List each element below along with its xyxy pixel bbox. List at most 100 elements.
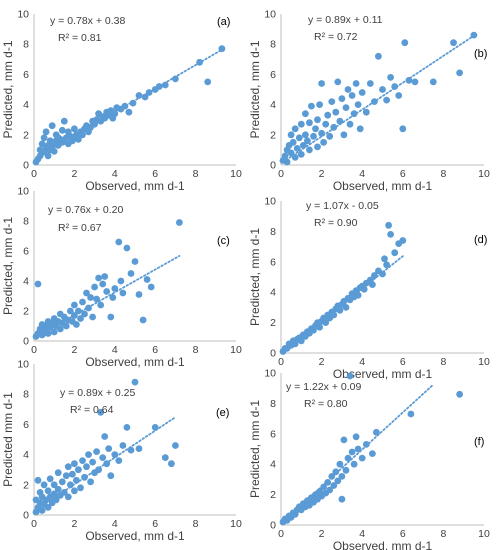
chart-panel-6: 0 2 4 6 8 10 0 2 4 6 8 10 Observed, mm d-1 Predicted,…	[248, 368, 490, 550]
data-point	[46, 475, 54, 483]
data-point	[34, 280, 42, 288]
y-axis-title: Predicted, mm d-1	[248, 228, 262, 326]
data-point	[176, 219, 183, 226]
data-point	[44, 504, 52, 511]
x-tick-label: 6	[400, 356, 406, 368]
x-axis-title: Observed, mm d-1	[333, 179, 433, 193]
x-tick-label: 4	[359, 528, 365, 540]
data-point	[302, 131, 309, 139]
data-point	[405, 77, 413, 84]
data-point	[67, 307, 74, 315]
data-point	[147, 283, 155, 291]
panel-label: (a)	[217, 16, 230, 28]
data-point	[131, 258, 139, 265]
y-tick-label: 0	[23, 336, 29, 348]
r-squared-label: R² = 0.67	[58, 222, 102, 234]
x-tick-label: 4	[359, 356, 365, 368]
data-point	[89, 458, 96, 466]
y-tick-label: 8	[23, 216, 29, 228]
data-point	[64, 463, 72, 471]
x-tick-label: 2	[319, 528, 325, 540]
data-point	[302, 110, 309, 118]
y-tick-label: 2	[270, 129, 276, 141]
data-point	[456, 69, 463, 77]
trendline	[282, 383, 435, 523]
data-point	[79, 457, 86, 464]
data-point	[135, 291, 143, 298]
data-point	[135, 445, 143, 452]
x-tick-label: 2	[319, 168, 325, 180]
y-tick-label: 6	[270, 428, 276, 440]
data-point	[172, 442, 179, 449]
y-tick-label: 6	[23, 246, 29, 258]
x-tick-label: 6	[152, 344, 158, 356]
data-point	[334, 477, 342, 485]
r-squared-label: R² = 0.80	[304, 398, 348, 410]
data-point	[123, 424, 131, 431]
x-tick-label: 10	[478, 356, 490, 368]
y-tick-label: 8	[23, 389, 29, 401]
data-point	[387, 231, 394, 238]
data-point	[366, 80, 374, 87]
y-tick-label: 0	[270, 160, 276, 172]
y-tick-label: 6	[270, 69, 276, 81]
data-point	[387, 74, 394, 81]
data-point	[299, 142, 307, 149]
data-point	[348, 448, 356, 456]
data-point	[287, 131, 295, 139]
data-point	[344, 454, 352, 462]
data-point	[306, 119, 313, 127]
data-point	[48, 122, 56, 130]
data-point	[93, 448, 100, 455]
data-point	[342, 104, 350, 111]
y-tick-label: 4	[23, 449, 29, 461]
data-point	[64, 493, 72, 501]
data-point	[50, 148, 58, 155]
data-point	[293, 145, 301, 152]
panel-label: (d)	[474, 234, 487, 246]
y-tick-label: 10	[264, 9, 276, 21]
data-point	[324, 479, 332, 486]
x-tick-label: 8	[193, 344, 199, 356]
data-point	[358, 89, 366, 96]
y-tick-label: 0	[23, 510, 29, 522]
data-point	[119, 442, 127, 449]
x-tick-label: 6	[400, 168, 406, 180]
data-point	[334, 78, 342, 86]
x-tick-label: 10	[230, 344, 242, 356]
y-tick-label: 8	[270, 398, 276, 410]
x-axis-title: Observed, mm d-1	[85, 355, 185, 369]
data-point	[322, 120, 330, 128]
data-point	[75, 307, 82, 315]
data-point	[383, 96, 390, 104]
data-point	[58, 478, 66, 486]
y-tick-label: 0	[270, 348, 276, 360]
trendline	[35, 254, 181, 338]
data-point	[204, 78, 212, 86]
data-point	[344, 86, 352, 93]
data-point	[42, 128, 50, 136]
chart-panel-5: 0 2 4 6 8 10 0 2 4 6 8 10 Observed, mm d-1 Predicted …	[1, 359, 242, 544]
data-point	[338, 473, 346, 480]
data-point	[314, 143, 321, 151]
data-point	[407, 410, 415, 418]
data-point	[85, 451, 92, 458]
data-point	[401, 39, 409, 47]
data-point	[338, 95, 346, 102]
data-point	[54, 469, 62, 477]
data-point	[81, 310, 88, 318]
data-point	[60, 117, 68, 125]
x-tick-label: 0	[278, 168, 284, 180]
data-point	[58, 126, 66, 134]
data-point	[281, 152, 289, 160]
x-tick-label: 4	[112, 518, 118, 530]
data-point	[330, 311, 338, 319]
data-point	[101, 433, 109, 440]
data-point	[79, 298, 86, 306]
panel-label: (c)	[217, 235, 230, 247]
y-tick-label: 4	[270, 99, 276, 111]
data-point	[332, 468, 340, 476]
data-point	[379, 86, 386, 93]
data-point	[352, 80, 360, 87]
data-point	[356, 125, 364, 133]
